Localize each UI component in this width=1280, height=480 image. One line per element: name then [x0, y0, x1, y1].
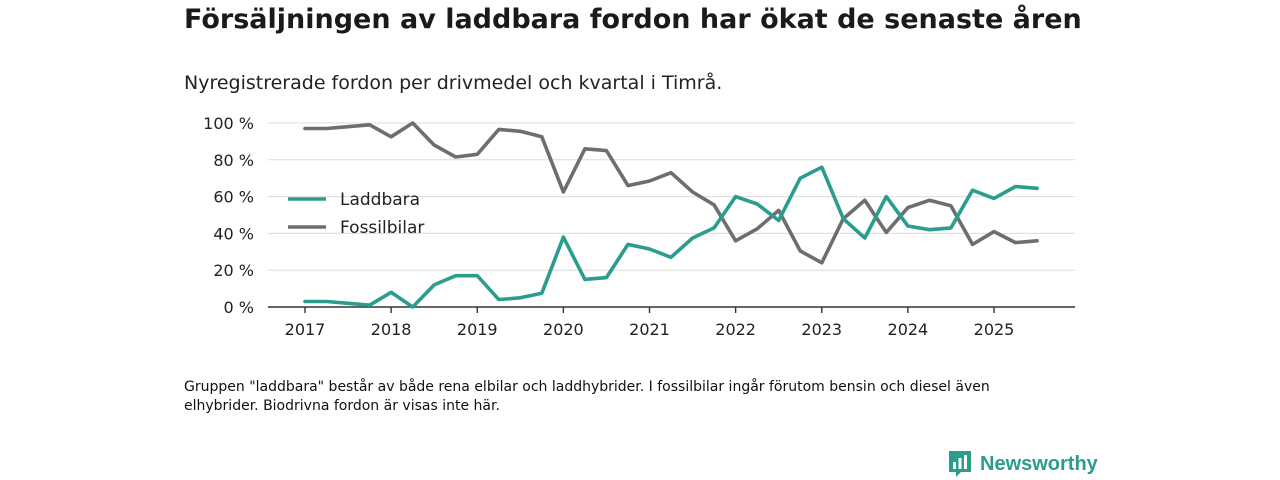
x-tick-label: 2022 [715, 320, 756, 339]
y-tick-label: 80 % [213, 151, 254, 170]
x-tick-label: 2023 [801, 320, 842, 339]
series-line-fossilbilar [303, 121, 1039, 265]
legend-label: Fossilbilar [340, 218, 424, 238]
y-tick-label: 20 % [213, 261, 254, 280]
legend-label: Laddbara [340, 190, 420, 210]
y-axis-ticks: 100 % 80 % 60 % 40 % 20 % 0 % [203, 114, 254, 317]
footnote: Gruppen "laddbara" består av både rena e… [184, 379, 990, 414]
chart-title: Försäljningen av laddbara fordon har öka… [184, 4, 1082, 35]
x-tick-label: 2018 [371, 320, 412, 339]
x-tick-label: 2019 [457, 320, 498, 339]
y-tick-label: 40 % [213, 224, 254, 243]
series-line-laddbara [303, 165, 1039, 309]
chart-subtitle: Nyregistrerade fordon per drivmedel och … [184, 72, 723, 94]
y-tick-label: 100 % [203, 114, 254, 133]
brand-name: Newsworthy [980, 452, 1098, 475]
y-tick-label: 0 % [224, 298, 254, 317]
grid-lines [268, 122, 1075, 271]
x-tick-label: 2024 [888, 320, 929, 339]
x-tick-label: 2021 [629, 320, 670, 339]
newsworthy-logo-icon [949, 451, 971, 477]
brand-logo[interactable]: Newsworthy [948, 450, 1098, 478]
x-tick-label: 2020 [543, 320, 584, 339]
x-tick-label: 2025 [974, 320, 1015, 339]
x-axis: 2017 2018 2019 2020 2021 2022 2023 2024 2025 [268, 306, 1075, 339]
series-lines [303, 121, 1039, 309]
x-tick-label: 2017 [285, 320, 326, 339]
legend: Laddbara Fossilbilar [288, 190, 424, 238]
y-tick-label: 60 % [213, 188, 254, 207]
